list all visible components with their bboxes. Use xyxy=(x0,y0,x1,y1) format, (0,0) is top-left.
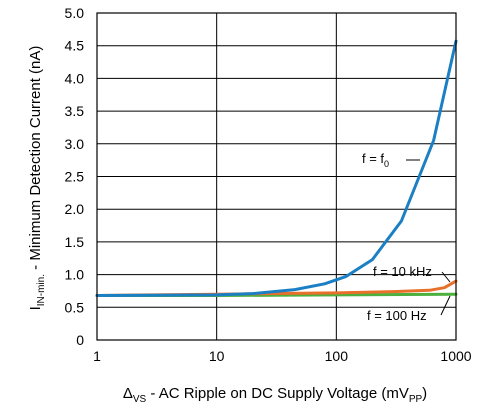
plot-border xyxy=(96,12,457,341)
y-tick-label: 4.0 xyxy=(65,70,85,86)
y-tick-label: 1.5 xyxy=(65,234,85,250)
series-labels: f = f0 f = 10 kHz f = 100 Hz xyxy=(362,151,451,323)
y-tick-label: 3.0 xyxy=(65,136,85,152)
series-line-0 xyxy=(95,39,458,297)
y-tick-label: 2.0 xyxy=(65,201,85,217)
y-tick-label: 1.0 xyxy=(65,267,85,283)
series-label-leader xyxy=(441,271,451,283)
y-tick-label: 3.5 xyxy=(65,103,85,119)
y-tick-label: 5.0 xyxy=(65,5,85,21)
y-tick-label: 0 xyxy=(76,332,84,348)
y-tick-label: 2.5 xyxy=(65,169,85,185)
series-label-leader xyxy=(440,295,451,316)
x-tick-label: 10 xyxy=(209,348,225,364)
series-label: f = 10 kHz xyxy=(373,264,432,279)
tick-labels: 0 0.5 1.0 1.5 2.0 2.5 3.0 3.5 4.0 4.5 5.0 1 10 100 100… xyxy=(65,5,472,364)
series-label: f = 100 Hz xyxy=(367,308,427,323)
x-tick-label: 1000 xyxy=(440,348,471,364)
y-axis-title: IIN-min. - Minimum Detection Current (nA… xyxy=(27,46,47,311)
x-tick-label: 1 xyxy=(93,348,101,364)
series-group xyxy=(95,39,458,297)
x-tick-label: 100 xyxy=(325,348,349,364)
y-tick-label: 4.5 xyxy=(65,38,85,54)
y-tick-label: 0.5 xyxy=(65,299,85,315)
plot-frame xyxy=(96,12,457,341)
x-axis-title: ΔVS - AC Ripple on DC Supply Voltage (mV… xyxy=(123,385,427,405)
series-label: f = f0 xyxy=(362,151,389,169)
